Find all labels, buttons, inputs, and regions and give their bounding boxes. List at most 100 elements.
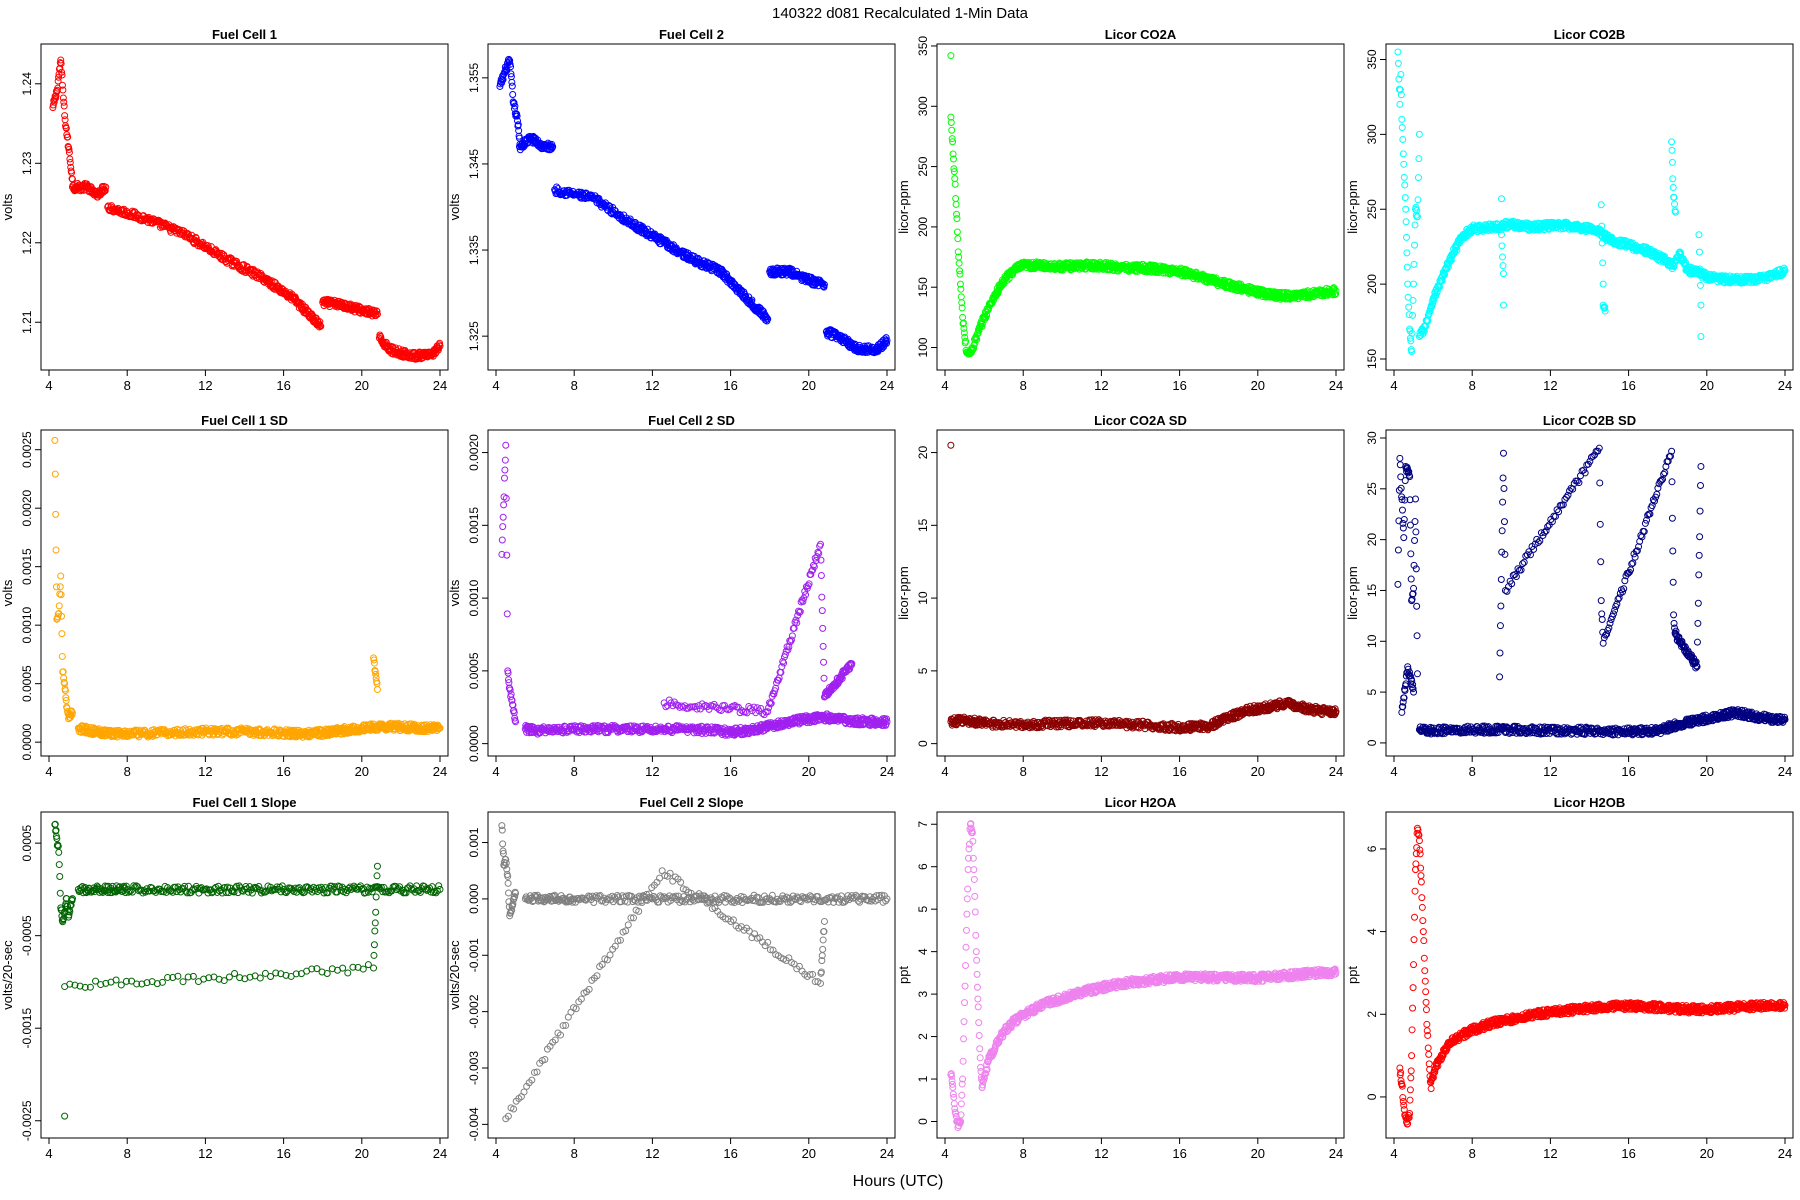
y-axis-label: licor-ppm — [1345, 180, 1360, 233]
figure-xlabel: Hours (UTC) — [853, 1173, 944, 1190]
data-point — [1414, 174, 1422, 182]
data-point — [509, 91, 517, 99]
data-point — [503, 610, 511, 618]
data-point — [1499, 301, 1507, 309]
x-tick-label: 8 — [571, 378, 578, 393]
data-point — [951, 175, 959, 183]
panel-title: Fuel Cell 1 SD — [201, 413, 288, 428]
x-tick-label: 4 — [941, 378, 948, 393]
data-point — [1394, 48, 1402, 56]
y-tick-label: 150 — [1365, 349, 1379, 369]
data-point — [65, 148, 73, 156]
y-tick-label: 1.325 — [467, 321, 481, 351]
plot-frame — [40, 429, 449, 757]
data-point — [1411, 221, 1419, 229]
data-point — [498, 536, 506, 544]
data-point — [1599, 259, 1607, 267]
data-point — [511, 102, 519, 110]
x-tick-label: 12 — [1543, 378, 1557, 393]
data-point — [52, 510, 60, 518]
x-tick-label: 24 — [1778, 378, 1792, 393]
x-tick-label: 12 — [645, 764, 659, 779]
data-point — [959, 313, 967, 321]
figure-title: 140322 d081 Recalculated 1-Min Data — [772, 5, 1029, 22]
data-point — [496, 82, 504, 90]
data-point — [66, 158, 74, 166]
data-point — [508, 78, 516, 86]
x-tick-label: 4 — [1390, 378, 1397, 393]
data-point — [1668, 146, 1676, 154]
y-tick-label: 1.355 — [467, 62, 481, 92]
data-point — [1415, 130, 1423, 138]
y-tick-label: 0.0020 — [467, 434, 481, 471]
data-point — [1499, 270, 1507, 278]
data-point — [55, 73, 63, 81]
data-point — [1498, 195, 1506, 203]
x-tick-label: 4 — [492, 764, 499, 779]
data-point — [948, 126, 956, 134]
panel-title: Licor CO2A — [1105, 27, 1177, 42]
data-point — [1414, 196, 1422, 204]
data-point — [59, 86, 67, 94]
x-tick-label: 24 — [433, 764, 447, 779]
data-point — [56, 583, 64, 591]
data-point — [1413, 213, 1421, 221]
data-point — [436, 339, 444, 347]
y-tick-label: 0.0025 — [20, 431, 34, 468]
x-tick-label: 8 — [124, 764, 131, 779]
data-point — [1410, 260, 1418, 268]
data-point — [436, 342, 444, 350]
x-tick-label: 16 — [276, 764, 290, 779]
y-tick-label: 300 — [916, 96, 930, 116]
y-tick-label: 1.24 — [20, 72, 34, 96]
data-point — [506, 60, 514, 68]
data-point — [605, 202, 613, 210]
y-tick-label: 0.0005 — [467, 652, 481, 689]
data-point — [953, 215, 961, 223]
data-point — [64, 133, 72, 141]
data-point — [175, 226, 183, 234]
y-tick-label: 0.0010 — [467, 579, 481, 616]
data-point — [317, 322, 325, 330]
y-tick-label: 350 — [916, 36, 930, 56]
data-point — [957, 293, 965, 301]
x-tick-label: 20 — [1251, 378, 1265, 393]
x-tick-label: 16 — [723, 764, 737, 779]
data-point — [1697, 333, 1705, 341]
plot-frame — [936, 43, 1345, 371]
data-point — [1402, 205, 1410, 213]
data-point — [501, 466, 509, 474]
data-point — [1409, 296, 1417, 304]
data-point — [60, 102, 68, 110]
data-point — [514, 117, 522, 125]
data-point — [1499, 262, 1507, 270]
y-tick-label: 0.0015 — [20, 548, 34, 585]
data-point — [57, 59, 65, 67]
data-point — [57, 572, 65, 580]
data-point — [499, 513, 507, 521]
data-point — [947, 52, 955, 60]
data-point — [1401, 194, 1409, 202]
y-tick-label: 0.0005 — [20, 665, 34, 702]
data-point — [513, 112, 521, 120]
data-point — [1400, 160, 1408, 168]
x-tick-label: 4 — [45, 764, 52, 779]
panel-title: Licor CO2B — [1554, 27, 1626, 42]
y-tick-label: 150 — [916, 277, 930, 297]
data-point — [1409, 311, 1417, 319]
data-point — [52, 546, 60, 554]
x-tick-label: 4 — [492, 378, 499, 393]
data-point — [316, 318, 324, 326]
x-tick-label: 12 — [198, 378, 212, 393]
x-tick-label: 20 — [355, 764, 369, 779]
plot-frame — [1385, 43, 1794, 371]
data-point — [1405, 303, 1413, 311]
data-point — [1401, 181, 1409, 189]
data-point — [953, 228, 961, 236]
y-tick-label: 0.0015 — [467, 507, 481, 544]
